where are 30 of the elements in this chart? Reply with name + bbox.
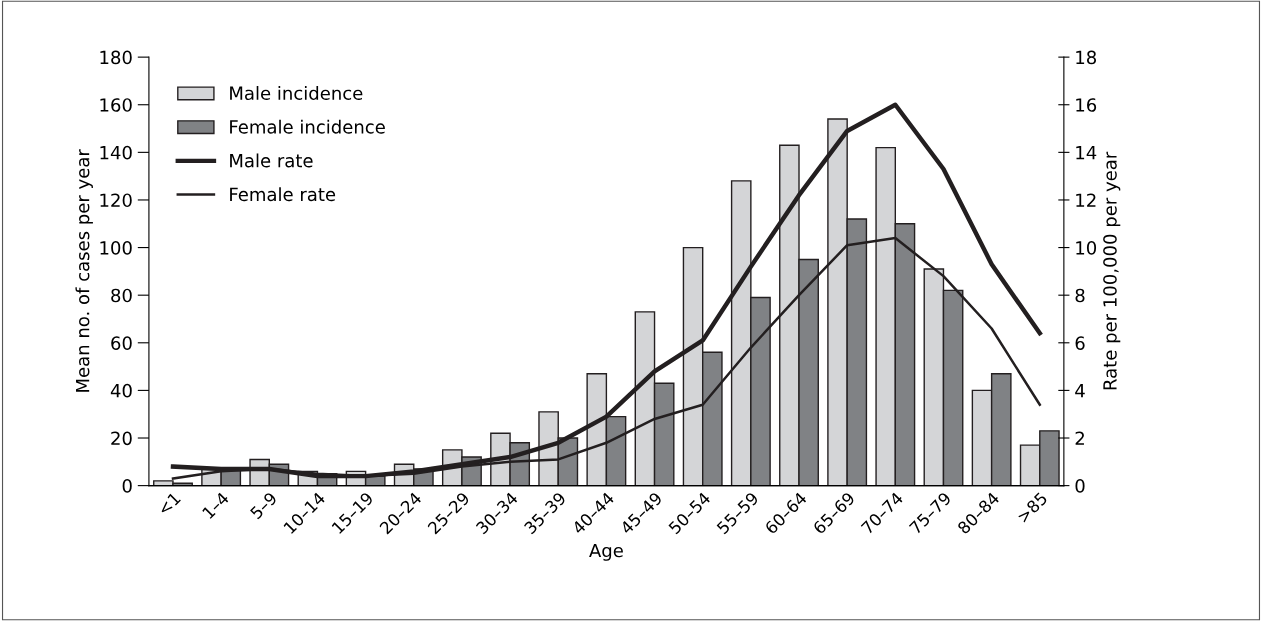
y2-tick-label: 12 xyxy=(1076,193,1096,207)
y-tick-label: 100 xyxy=(100,241,132,255)
y2-tick-label: 6 xyxy=(1075,336,1085,350)
y-tick-label: 120 xyxy=(100,193,132,208)
y-tick-label: 80 xyxy=(111,288,132,303)
y-tick-label: 140 xyxy=(100,145,132,160)
y-tick-label: 0 xyxy=(122,479,132,493)
y2-tick-label: 8 xyxy=(1075,288,1085,303)
y-tick-label: 20 xyxy=(111,431,132,446)
y2-tick-label: 4 xyxy=(1075,384,1085,398)
y2-tick-label: 0 xyxy=(1075,479,1085,493)
y-axis-title: Mean no. of cases per year xyxy=(75,149,93,392)
y2-tick-label: 14 xyxy=(1076,146,1097,160)
y2-axis-title: Rate per 100,000 per year xyxy=(1103,151,1121,390)
legend-label: Female rate xyxy=(230,187,336,202)
y-tick-label: 160 xyxy=(100,98,132,112)
y-tick-label: 40 xyxy=(110,383,132,398)
y2-tick-label: 18 xyxy=(1076,50,1097,65)
legend-label: Male rate xyxy=(230,153,313,168)
legend-label: Female incidence xyxy=(230,119,385,134)
y2-tick-label: 10 xyxy=(1076,241,1097,255)
legend-label: Male incidence xyxy=(230,86,363,100)
x-tick-label: 5–9 xyxy=(249,491,278,520)
y2-tick-label: 16 xyxy=(1076,98,1097,112)
x-tick-label: 1–4 xyxy=(201,491,230,520)
x-tick-label: <1 xyxy=(157,491,181,516)
y2-tick-label: 2 xyxy=(1075,431,1084,445)
x-axis-title: Age xyxy=(589,543,623,561)
y-tick-label: 60 xyxy=(111,336,132,350)
y-tick-label: 180 xyxy=(100,50,132,65)
